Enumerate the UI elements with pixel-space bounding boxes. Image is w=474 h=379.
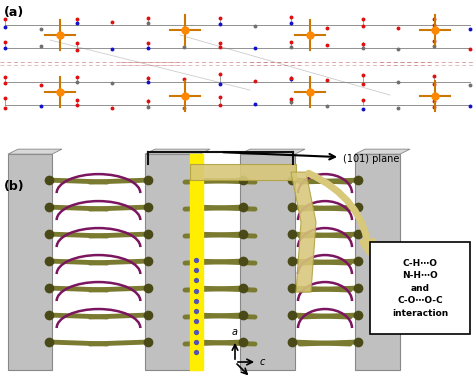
Polygon shape (8, 149, 62, 154)
FancyBboxPatch shape (370, 242, 470, 334)
Text: (101) plane: (101) plane (343, 154, 400, 164)
Polygon shape (355, 154, 400, 370)
Text: (a): (a) (4, 6, 24, 19)
Text: c: c (260, 357, 265, 367)
Polygon shape (190, 164, 296, 180)
Polygon shape (145, 149, 210, 154)
Text: (b): (b) (4, 180, 25, 193)
Polygon shape (355, 149, 410, 154)
Polygon shape (145, 154, 200, 370)
Polygon shape (291, 172, 316, 292)
Text: a: a (232, 327, 238, 337)
Text: C-H⋯O
N-H⋯O
and
C-O⋯O-C
interaction: C-H⋯O N-H⋯O and C-O⋯O-C interaction (392, 258, 448, 318)
Polygon shape (8, 154, 52, 370)
FancyArrowPatch shape (309, 173, 373, 252)
Polygon shape (240, 149, 305, 154)
Polygon shape (240, 154, 295, 370)
